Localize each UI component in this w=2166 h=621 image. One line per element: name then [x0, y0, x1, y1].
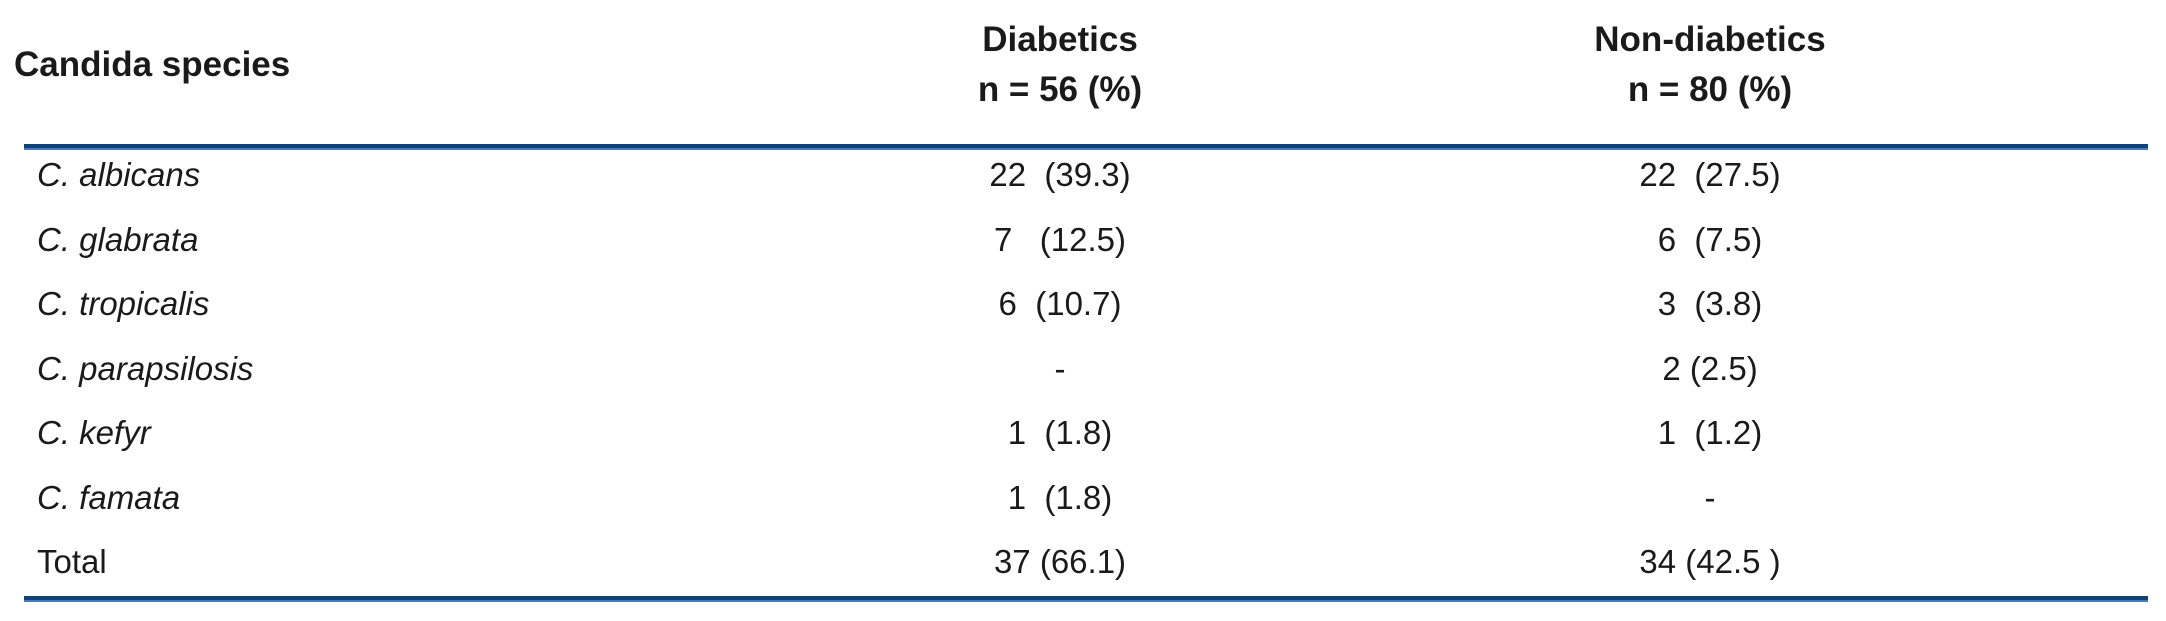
table-row: C. albicans 22 (39.3) 22 (27.5) [0, 143, 2166, 208]
table-bottom-rule [24, 596, 2148, 602]
species-cell: Total [37, 543, 107, 581]
diabetics-cell: 1 (1.8) [1007, 478, 1113, 516]
diabetics-cell: - [1054, 349, 1066, 387]
non-diabetics-cell: 1 (1.2) [1657, 414, 1763, 452]
header-diabetics-label: Diabetics [982, 19, 1138, 59]
table-row: C. famata 1 (1.8) - [0, 466, 2166, 531]
header-candida-species: Candida species [0, 0, 706, 143]
header-non-diabetics: Non-diabetics n = 80 (%) [1414, 0, 2166, 143]
diabetics-cell: 22 (39.3) [989, 156, 1131, 194]
diabetics-cell: 7 (12.5) [993, 220, 1127, 258]
species-cell: C. parapsilosis [37, 349, 254, 387]
header-candida-species-label: Candida species [14, 44, 291, 84]
non-diabetics-cell: 6 (7.5) [1657, 220, 1763, 258]
species-cell: C. famata [37, 478, 181, 516]
diabetics-cell: 1 (1.8) [1007, 414, 1113, 452]
header-diabetics: Diabetics n = 56 (%) [706, 0, 1414, 143]
header-non-diabetics-sublabel: n = 80 (%) [1627, 69, 1793, 109]
table-row: Total 37 (66.1) 34 (42.5 ) [0, 530, 2166, 595]
table-row: C. parapsilosis - 2 (2.5) [0, 337, 2166, 402]
species-cell: C. albicans [37, 156, 201, 194]
table-body: C. albicans 22 (39.3) 22 (27.5) C. glabrata… [0, 143, 2166, 595]
non-diabetics-cell: 2 (2.5) [1662, 349, 1758, 387]
header-non-diabetics-label: Non-diabetics [1594, 19, 1826, 59]
species-cell: C. glabrata [37, 220, 199, 258]
species-cell: C. kefyr [37, 414, 151, 452]
header-row: Candida species Diabetics n = 56 (%) Non… [0, 0, 2166, 143]
non-diabetics-cell: 34 (42.5 ) [1639, 543, 1781, 581]
non-diabetics-cell: 22 (27.5) [1639, 156, 1781, 194]
species-cell: C. tropicalis [37, 285, 210, 323]
header-divider-rule [24, 144, 2148, 150]
table-row: C. kefyr 1 (1.8) 1 (1.2) [0, 401, 2166, 466]
header-diabetics-sublabel: n = 56 (%) [977, 69, 1143, 109]
table-row: C. tropicalis 6 (10.7) 3 (3.8) [0, 272, 2166, 337]
non-diabetics-cell: - [1704, 478, 1716, 516]
table-row: C. glabrata 7 (12.5) 6 (7.5) [0, 208, 2166, 273]
diabetics-cell: 6 (10.7) [998, 285, 1122, 323]
diabetics-cell: 37 (66.1) [993, 543, 1127, 581]
candida-species-table: Candida species Diabetics n = 56 (%) Non… [0, 0, 2166, 595]
non-diabetics-cell: 3 (3.8) [1657, 285, 1763, 323]
